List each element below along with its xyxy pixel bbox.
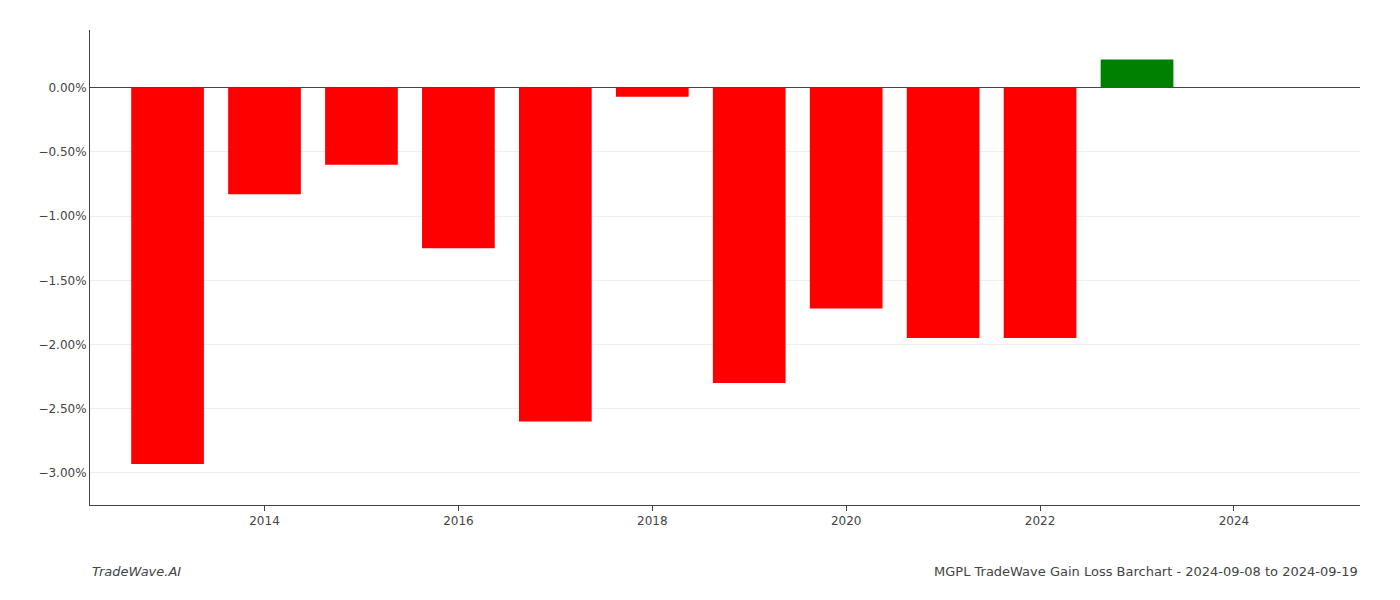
svg-text:−3.00%: −3.00% [38,466,86,480]
svg-text:0.00%: 0.00% [48,81,86,95]
svg-text:2022: 2022 [1025,514,1056,528]
svg-text:−0.50%: −0.50% [38,145,86,159]
svg-text:TradeWave.AI: TradeWave.AI [92,564,181,579]
svg-text:2020: 2020 [831,514,862,528]
svg-text:2016: 2016 [443,514,474,528]
svg-text:−2.50%: −2.50% [38,402,86,416]
svg-text:MGPL TradeWave Gain Loss Barch: MGPL TradeWave Gain Loss Barchart - 2024… [934,564,1358,579]
svg-text:2018: 2018 [637,514,668,528]
svg-text:2014: 2014 [249,514,280,528]
svg-text:−1.50%: −1.50% [38,274,86,288]
svg-text:−1.00%: −1.00% [38,209,86,223]
svg-text:2024: 2024 [1219,514,1250,528]
svg-text:−2.00%: −2.00% [38,338,86,352]
